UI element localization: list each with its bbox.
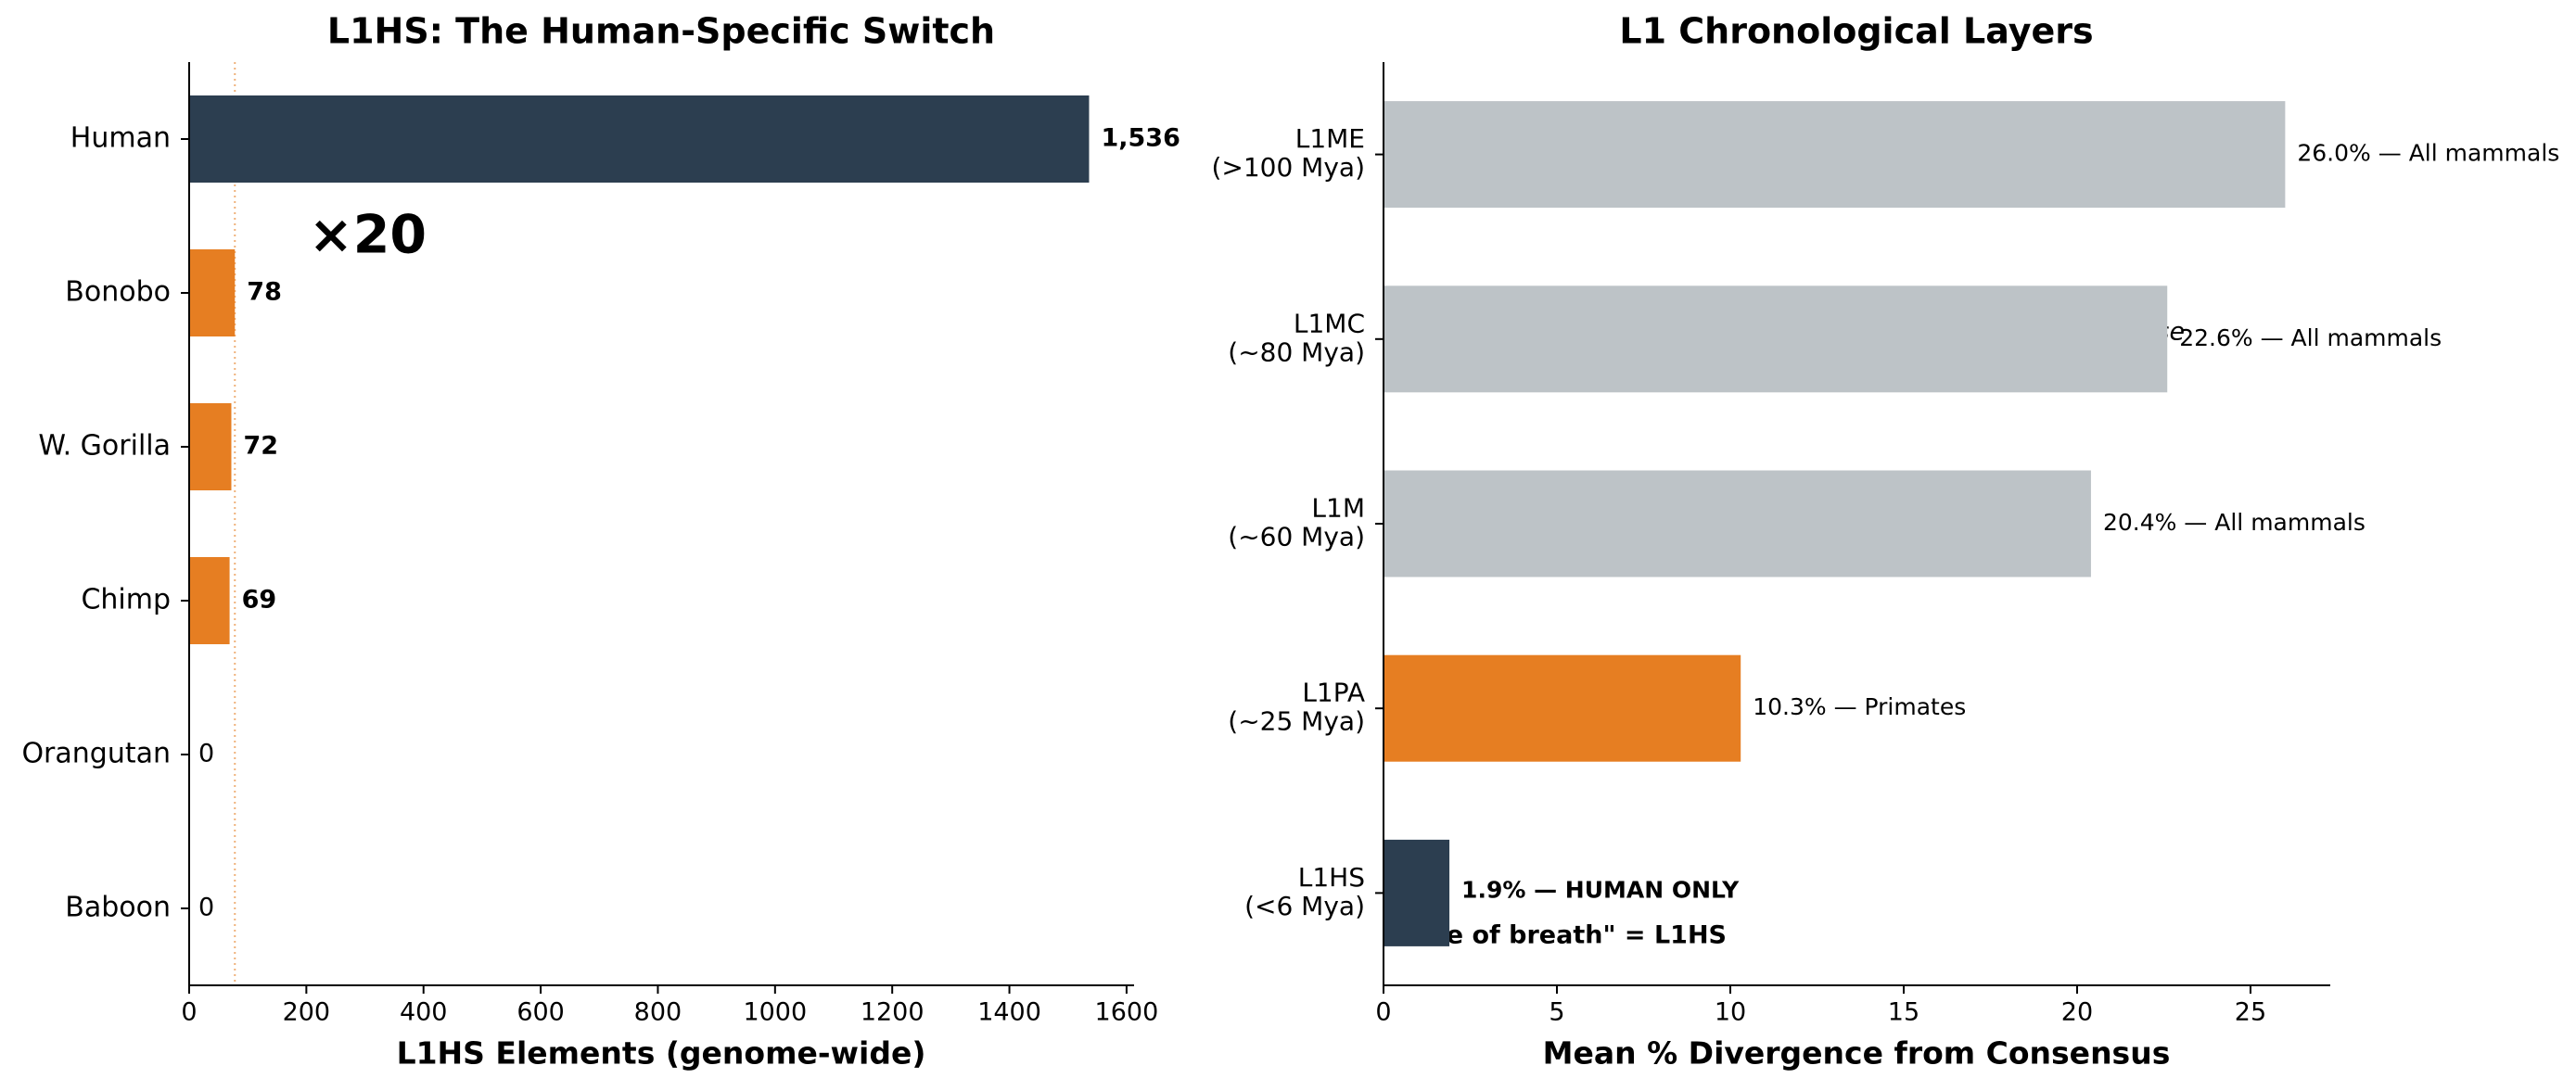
y-tick-label: Baboon xyxy=(65,892,171,924)
x-axis-label: Mean % Divergence from Consensus xyxy=(1543,1035,2171,1072)
y-tick-label: L1PA (~25 Mya) xyxy=(1228,678,1365,737)
value-label: 78 xyxy=(247,278,282,307)
bar xyxy=(1384,839,1450,946)
chart-title: L1 Chronological Layers xyxy=(1619,11,2093,52)
x-tick-label: 400 xyxy=(400,998,448,1027)
bar xyxy=(189,249,236,336)
y-tick-label: L1M (~60 Mya) xyxy=(1228,493,1365,552)
x-tick-label: 1600 xyxy=(1095,998,1159,1027)
y-tick-label: L1HS (<6 Mya) xyxy=(1244,862,1365,921)
bar xyxy=(1384,285,2168,393)
annotation: ×20 xyxy=(309,205,427,266)
x-tick-label: 25 xyxy=(2235,998,2266,1027)
y-tick-label: Chimp xyxy=(81,584,171,616)
x-axis-label: L1HS Elements (genome-wide) xyxy=(397,1035,926,1072)
y-tick-label: Human xyxy=(70,122,171,155)
y-tick-label: L1MC (~80 Mya) xyxy=(1228,308,1365,367)
value-label: 1.9% — HUMAN ONLY xyxy=(1461,876,1740,903)
bar xyxy=(1384,654,1741,762)
bar xyxy=(189,403,232,490)
x-tick-label: 1400 xyxy=(977,998,1041,1027)
y-tick-label: Orangutan xyxy=(21,738,171,770)
x-tick-label: 1000 xyxy=(743,998,807,1027)
bar xyxy=(1384,470,2091,577)
x-tick-label: 5 xyxy=(1549,998,1564,1027)
y-tick-label: Bonobo xyxy=(65,276,171,309)
bar xyxy=(1384,101,2286,209)
value-label: 0 xyxy=(198,740,214,768)
value-label: 1,536 xyxy=(1101,124,1180,153)
x-tick-label: 1200 xyxy=(861,998,925,1027)
x-tick-label: 800 xyxy=(634,998,682,1027)
y-tick-label: L1ME (>100 Mya) xyxy=(1211,123,1365,183)
x-tick-label: 0 xyxy=(181,998,197,1027)
value-label: 0 xyxy=(198,894,214,922)
value-label: 20.4% — All mammals xyxy=(2103,509,2366,536)
chart-title: L1HS: The Human-Specific Switch xyxy=(327,11,995,52)
value-label: 22.6% — All mammals xyxy=(2179,324,2442,351)
bar xyxy=(189,557,230,644)
x-tick-label: 15 xyxy=(1888,998,1919,1027)
value-label: 72 xyxy=(243,432,278,461)
x-tick-label: 10 xyxy=(1715,998,1746,1027)
y-tick-label: W. Gorilla xyxy=(38,430,171,463)
x-tick-label: 20 xyxy=(2061,998,2093,1027)
bar xyxy=(189,95,1090,183)
x-tick-label: 0 xyxy=(1375,998,1391,1027)
value-label: 10.3% — Primates xyxy=(1753,693,1966,720)
value-label: 26.0% — All mammals xyxy=(2297,140,2559,167)
value-label: 69 xyxy=(242,586,277,615)
x-tick-label: 600 xyxy=(516,998,565,1027)
x-tick-label: 200 xyxy=(283,998,331,1027)
